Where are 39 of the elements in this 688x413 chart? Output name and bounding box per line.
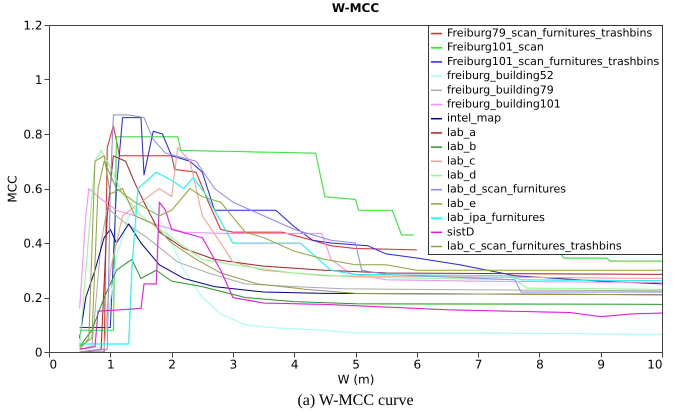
legend-label: intel_map <box>447 112 502 125</box>
legend-label: sistD <box>447 225 474 238</box>
legend-label: lab_a <box>447 126 476 139</box>
x-tick-label: 9 <box>597 358 606 372</box>
y-tick-label: 0 <box>34 346 42 360</box>
legend-label: freiburg_building79 <box>447 83 554 96</box>
legend-label: lab_e <box>447 196 476 210</box>
y-tick-label: 1 <box>34 73 42 87</box>
y-tick-label: 1.2 <box>23 18 42 32</box>
y-tick-label: 0.2 <box>23 291 42 305</box>
y-tick-label: 0.8 <box>23 128 42 142</box>
y-tick-label: 0.6 <box>23 182 42 196</box>
x-tick-label: 4 <box>290 358 299 372</box>
x-tick-label: 1 <box>106 358 115 372</box>
x-tick-label: 7 <box>474 358 482 372</box>
legend-label: lab_d_scan_furnitures <box>447 182 566 196</box>
line-series <box>79 258 662 348</box>
legend-label: lab_b <box>447 140 476 154</box>
x-axis-title: W (m) <box>338 372 374 386</box>
chart-title: W-MCC <box>332 1 380 15</box>
legend-label: freiburg_building52 <box>447 69 554 82</box>
x-tick-label: 8 <box>536 358 544 372</box>
legend-label: lab_d <box>447 168 476 182</box>
legend-label: Freiburg79_scan_furnitures_trashbins <box>447 26 652 40</box>
legend-label: freiburg_building101 <box>447 98 561 110</box>
x-tick-label: 0 <box>50 358 58 372</box>
x-tick-label: 10 <box>647 358 662 372</box>
legend-label: Freiburg101_scan_furnitures_trashbins <box>447 54 660 68</box>
legend-label: lab_c_scan_furnitures_trashbins <box>447 240 622 252</box>
x-tick-label: 6 <box>413 358 422 372</box>
legend-label: Freiburg101_scan <box>447 40 544 54</box>
text: (a) W-MCC curve <box>297 392 414 409</box>
x-tick-label: 2 <box>168 358 176 372</box>
y-tick-label: 0.4 <box>23 236 42 250</box>
x-tick-label: 3 <box>230 358 238 372</box>
legend-label: lab_c <box>447 154 476 168</box>
legend-label: lab_ipa_furnitures <box>447 211 546 224</box>
y-axis-title: MCC <box>5 175 20 203</box>
x-tick-label: 5 <box>352 358 360 372</box>
